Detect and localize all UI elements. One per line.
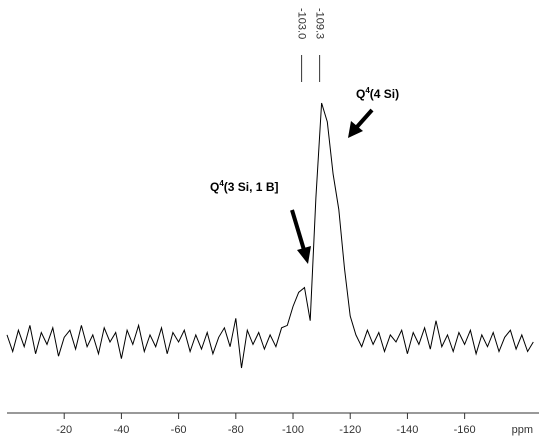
x-axis-label: ppm [512,424,533,436]
arrow [348,108,374,138]
x-tick-label: -40 [113,424,129,436]
x-tick-label: -60 [171,424,187,436]
x-tick-label: -100 [282,424,304,436]
arrow [290,209,311,264]
x-tick-label: -140 [396,424,418,436]
x-tick-label: -80 [228,424,244,436]
spectrum-line [6,102,534,369]
peak-label: -109.3 [314,8,326,39]
annotation: Q4(4 Si) [356,86,399,101]
x-tick-label: -160 [454,424,476,436]
annotation: Q4(3 Si, 1 B] [210,179,278,194]
peak-label: -103.0 [296,8,308,39]
x-tick-label: -20 [56,424,72,436]
x-tick-label: -120 [339,424,361,436]
